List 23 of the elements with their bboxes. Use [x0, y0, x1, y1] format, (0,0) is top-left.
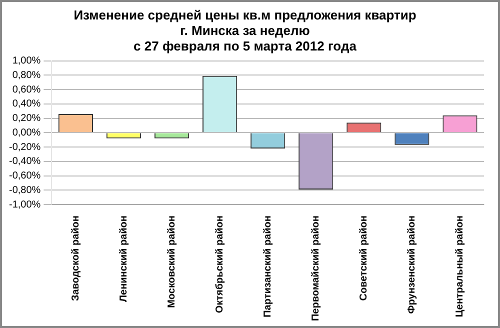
x-tick-label: Первомайский район: [310, 216, 322, 322]
y-tick-label: -0,40%: [8, 156, 41, 168]
x-tick-label: Ленинский район: [118, 216, 130, 302]
text: с 27 февраля по 5 марта 2012 года: [134, 38, 356, 54]
y-tick-label: 1,00%: [12, 56, 41, 67]
x-tick-label: Московский район: [166, 216, 178, 308]
x-tick-label: Октябрьский район: [214, 216, 226, 314]
x-tick-label: Фрунзенский район: [406, 216, 418, 314]
y-tick-label: -0,20%: [8, 142, 41, 153]
y-tick-label: 0,00%: [12, 127, 41, 138]
text: Изменение средней цены кв.м предложения квартир: [74, 7, 416, 22]
x-tick-label: Заводской район: [70, 216, 82, 302]
y-tick-label: 0,80%: [12, 70, 41, 81]
y-tick-label: 0,20%: [12, 113, 41, 124]
y-tick-label: -0,80%: [8, 184, 41, 196]
y-tick-label: 0,60%: [12, 84, 41, 96]
x-tick-label: Советский район: [358, 216, 370, 301]
y-tick-label: -1,00%: [8, 199, 41, 210]
text: г. Минска за неделю: [180, 22, 310, 38]
y-tick-label: 0,40%: [12, 98, 41, 110]
y-tick-label: -0,60%: [8, 170, 41, 182]
x-tick-label: Партизанский район: [262, 216, 274, 318]
x-tick-label: Центральный район: [454, 216, 466, 318]
